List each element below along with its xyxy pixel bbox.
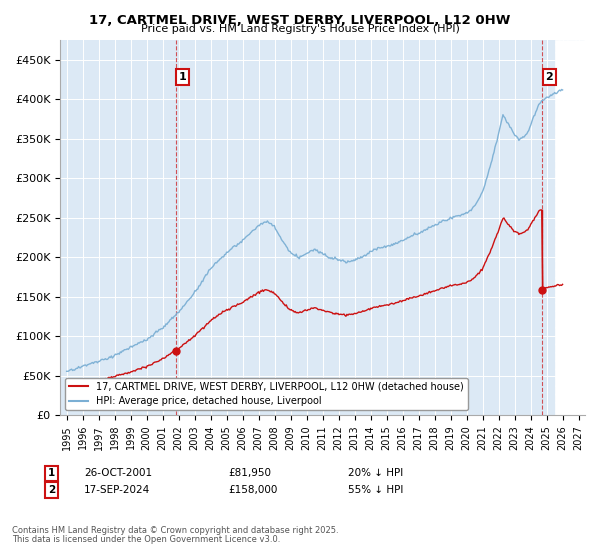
Text: Contains HM Land Registry data © Crown copyright and database right 2025.: Contains HM Land Registry data © Crown c… [12, 526, 338, 535]
Text: 26-OCT-2001: 26-OCT-2001 [84, 468, 152, 478]
Text: This data is licensed under the Open Government Licence v3.0.: This data is licensed under the Open Gov… [12, 535, 280, 544]
Text: 20% ↓ HPI: 20% ↓ HPI [348, 468, 403, 478]
Text: 2: 2 [545, 72, 553, 82]
Text: Price paid vs. HM Land Registry's House Price Index (HPI): Price paid vs. HM Land Registry's House … [140, 24, 460, 34]
Text: 17, CARTMEL DRIVE, WEST DERBY, LIVERPOOL, L12 0HW: 17, CARTMEL DRIVE, WEST DERBY, LIVERPOOL… [89, 14, 511, 27]
Text: 1: 1 [48, 468, 55, 478]
Text: 1: 1 [179, 72, 187, 82]
Text: 55% ↓ HPI: 55% ↓ HPI [348, 485, 403, 495]
Bar [554, 40, 585, 415]
Text: £81,950: £81,950 [228, 468, 271, 478]
Legend: 17, CARTMEL DRIVE, WEST DERBY, LIVERPOOL, L12 0HW (detached house), HPI: Average: 17, CARTMEL DRIVE, WEST DERBY, LIVERPOOL… [65, 377, 468, 410]
Text: 17-SEP-2024: 17-SEP-2024 [84, 485, 150, 495]
Text: £158,000: £158,000 [228, 485, 277, 495]
Text: 2: 2 [48, 485, 55, 495]
